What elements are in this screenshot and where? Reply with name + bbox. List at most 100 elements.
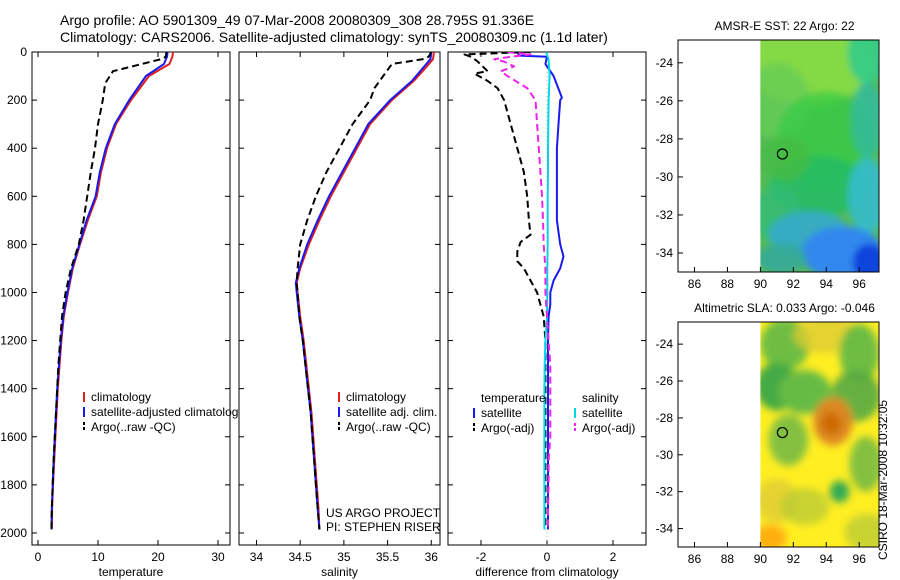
sla-lon-label: 90 — [754, 552, 768, 566]
sst-lat-label: -26 — [656, 94, 674, 108]
sla-lon-label: 94 — [820, 552, 834, 566]
sla-field — [760, 322, 880, 547]
depth-tick-label: 600 — [7, 189, 27, 203]
sst-lat-label: -28 — [656, 132, 674, 146]
temperature-line-argo-raw-qc- — [50, 52, 168, 530]
sla-field-patch — [768, 414, 809, 466]
sla-lon-label: 88 — [721, 552, 735, 566]
diff-legend-sal-argo-label: Argo(-adj) — [582, 421, 635, 435]
depth-tick-label: 1200 — [0, 334, 27, 348]
salinity-frame — [238, 51, 441, 546]
sla-field-patch — [829, 480, 850, 503]
sst-lat-label: -32 — [656, 208, 674, 222]
salinity-xlabel: salinity — [321, 565, 358, 579]
difference-line-salinity-argo-adj- — [493, 52, 552, 530]
sst-lat-label: -34 — [656, 246, 674, 260]
sla-field-patch — [760, 524, 787, 547]
depth-tick-label: 1400 — [0, 382, 27, 396]
temperature-panel: 0 10 20 30 0 200 400 600 800 1000 1200 1400 1600 1800… — [0, 45, 244, 579]
temp-legend-argo-label: Argo(..raw -QC) — [91, 420, 176, 434]
temp-legend-climatology-label: climatology — [91, 390, 151, 404]
sst-lon-label: 86 — [688, 277, 702, 291]
diff-legend-temp-argo-label: Argo(-adj) — [481, 421, 534, 435]
sla-lon-label: 92 — [787, 552, 801, 566]
salinity-series-group — [294, 52, 435, 530]
sst-map-panel: 86 88 90 92 94 96 -34 -32 -30 -28 -26 -24 AMSR-E SST… — [656, 19, 880, 291]
sst-field-patch — [847, 40, 880, 84]
sst-field — [760, 40, 880, 272]
sst-field-patch — [847, 157, 880, 234]
depth-tick-label: 400 — [7, 141, 27, 155]
sla-field-blobs — [760, 322, 880, 547]
sla-map-panel: 86 88 90 92 94 96 -34 -32 -30 -28 -26 -24 Altimetric… — [656, 301, 880, 566]
diff-legend-temp-satellite-label: satellite — [481, 406, 522, 420]
sla-map-frame — [677, 321, 880, 548]
sst-field-blobs — [760, 40, 880, 272]
temperature-xtick-label: 20 — [151, 550, 165, 564]
sst-lon-label: 88 — [721, 277, 735, 291]
sla-lat-label: -30 — [656, 448, 674, 462]
depth-tick-label: 0 — [20, 45, 27, 59]
sla-lon-label: 86 — [688, 552, 702, 566]
difference-xtick-label: 0 — [544, 550, 551, 564]
salinity-xtick-label: 36 — [425, 550, 439, 564]
sst-field-patch — [852, 243, 880, 272]
sla-field-patch — [821, 412, 842, 435]
sla-argo-marker — [776, 426, 788, 439]
sla-field-patch — [844, 513, 880, 547]
depth-tick-label: 200 — [7, 93, 27, 107]
sst-map-frame — [677, 39, 880, 273]
salinity-xtick-label: 35 — [337, 550, 351, 564]
sla-lat-label: -24 — [656, 337, 674, 351]
temperature-series-group — [50, 52, 174, 530]
diff-legend-salinity-heading: salinity — [582, 391, 619, 405]
sst-lon-label: 90 — [754, 277, 768, 291]
sst-field-patch — [850, 81, 880, 158]
difference-xtick-label: -2 — [476, 550, 487, 564]
depth-tick-label: 1600 — [0, 430, 27, 444]
sla-field-patch — [778, 369, 832, 415]
salinity-xtick-label: 34 — [250, 550, 264, 564]
sst-lat-label: -24 — [656, 56, 674, 70]
sla-lon-label: 96 — [853, 552, 867, 566]
sst-lon-label: 92 — [787, 277, 801, 291]
difference-xtick-label: 2 — [610, 550, 617, 564]
sal-legend-satellite-label: satellite adj. clim. — [346, 405, 437, 419]
pi-annotation: PI: STEPHEN RISER — [326, 520, 441, 534]
temp-legend-satellite-label: satellite-adjusted climatology — [91, 405, 244, 419]
sla-field-patch — [780, 487, 830, 525]
sal-legend-climatology-label: climatology — [346, 390, 406, 404]
sla-map-title: Altimetric SLA: 0.033 Argo: -0.046 — [694, 301, 875, 315]
diff-legend-temperature-heading: temperature — [481, 391, 546, 405]
salinity-xtick-label: 35.5 — [376, 550, 400, 564]
climatology-subtitle: Climatology: CARS2006. Satellite-adjuste… — [60, 29, 608, 45]
sla-field-patch — [849, 436, 880, 492]
sla-lat-label: -34 — [656, 522, 674, 536]
diff-legend-sal-satellite-label: satellite — [582, 406, 623, 420]
sla-lat-label: -26 — [656, 374, 674, 388]
difference-xlabel: difference from climatology — [475, 565, 618, 579]
sst-lat-label: -30 — [656, 170, 674, 184]
salinity-xtick-label: 34.5 — [288, 550, 312, 564]
sla-field-patch — [839, 323, 879, 383]
temperature-xtick-label: 10 — [91, 550, 105, 564]
sal-legend-argo-label: Argo(..raw -QC) — [346, 420, 431, 434]
depth-tick-label: 1800 — [0, 478, 27, 492]
depth-tick-label: 2000 — [0, 526, 27, 540]
depth-tick-label: 1000 — [0, 285, 27, 299]
difference-line-temperature-satellite — [516, 52, 565, 530]
temperature-xtick-label: 0 — [35, 550, 42, 564]
sst-lon-label: 94 — [820, 277, 834, 291]
salinity-line-argo-raw-qc- — [295, 52, 433, 530]
sla-lat-label: -32 — [656, 485, 674, 499]
sst-lon-label: 96 — [853, 277, 867, 291]
temperature-xlabel: temperature — [99, 565, 164, 579]
profile-title: Argo profile: AO 5901309_49 07-Mar-2008 … — [60, 12, 535, 28]
temperature-frame — [31, 51, 231, 546]
sla-lat-label: -28 — [656, 411, 674, 425]
sst-field-patch — [760, 243, 807, 272]
salinity-panel: 34 34.5 35 35.5 36 salinity climatologysatelli… — [238, 51, 441, 579]
sst-map-title: AMSR-E SST: 22 Argo: 22 — [714, 19, 854, 33]
